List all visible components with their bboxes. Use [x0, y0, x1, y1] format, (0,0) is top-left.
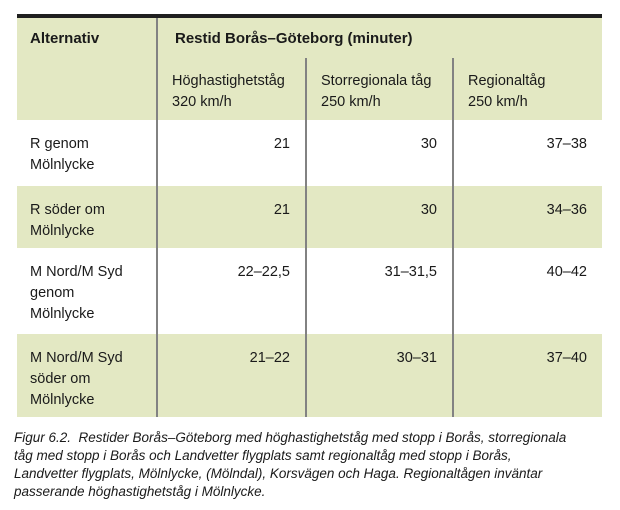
row-label-r-soder: R söder om Mölnlycke [17, 186, 158, 248]
caption-line: passerande höghastighetståg i Mölnlycke. [14, 484, 266, 499]
cell-value: 21–22 [158, 334, 305, 417]
row-label-line: Mölnlycke [30, 306, 95, 322]
row-label-r-genom: R genom Mölnlycke [17, 120, 158, 186]
row-label-line: M Nord/M Syd [30, 350, 123, 366]
cell-value: 21 [158, 120, 305, 186]
cell-value: 37–40 [452, 334, 602, 417]
col-header-hoghastighetstag: Höghastighetståg 320 km/h [158, 58, 305, 120]
row-label-line: M Nord/M Syd [30, 264, 123, 280]
col-header-storregionala: Storregionala tåg 250 km/h [305, 58, 452, 120]
cell-value: 30 [305, 186, 452, 248]
caption-line: tåg med stopp i Borås och Landvetter fly… [14, 448, 512, 463]
row-label-m-nord-genom: M Nord/M Syd genom Mölnlycke [17, 248, 158, 334]
row-label-line: söder om [30, 371, 91, 387]
row-label-line: Mölnlycke [30, 157, 95, 173]
cell-value: 21 [158, 186, 305, 248]
row-label-line: genom [30, 285, 75, 301]
merged-header-restid: Restid Borås–Göteborg (minuter) [158, 18, 602, 58]
cell-value: 30 [305, 120, 452, 186]
corner-header-label: Alternativ [30, 30, 100, 47]
cell-value: 22–22,5 [158, 248, 305, 334]
row-label-line: R genom [30, 136, 89, 152]
cell-value: 37–38 [452, 120, 602, 186]
cell-value: 30–31 [305, 334, 452, 417]
caption-line: Figur 6.2. Restider Borås–Göteborg med h… [14, 430, 567, 445]
col-header-line1: Regionaltåg [468, 73, 546, 89]
row-label-line: R söder om [30, 202, 105, 218]
col-header-regionaltag: Regionaltåg 250 km/h [452, 58, 602, 120]
row-label-line: Mölnlycke [30, 392, 95, 408]
merged-header-label: Restid Borås–Göteborg (minuter) [175, 30, 413, 47]
cell-value: 34–36 [452, 186, 602, 248]
caption-line: Landvetter flygplats, Mölnlycke, (Mölnda… [14, 466, 543, 481]
row-label-line: Mölnlycke [30, 223, 95, 239]
col-header-line2: 320 km/h [172, 94, 232, 110]
col-header-line2: 250 km/h [321, 94, 381, 110]
corner-header-alternativ: Alternativ [17, 18, 158, 120]
travel-time-table: Alternativ Restid Borås–Göteborg (minute… [17, 14, 602, 417]
col-header-line1: Storregionala tåg [321, 73, 432, 89]
cell-value: 40–42 [452, 248, 602, 334]
cell-value: 31–31,5 [305, 248, 452, 334]
col-header-line2: 250 km/h [468, 94, 528, 110]
figure-caption: Figur 6.2. Restider Borås–Göteborg med h… [14, 429, 620, 501]
col-header-line1: Höghastighetståg [172, 73, 285, 89]
row-label-m-nord-soder: M Nord/M Syd söder om Mölnlycke [17, 334, 158, 417]
